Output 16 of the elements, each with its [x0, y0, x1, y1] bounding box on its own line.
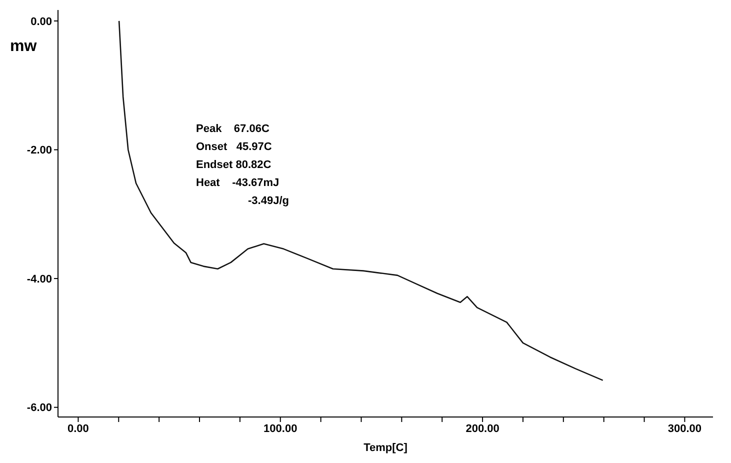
annotation: Endset 80.82C: [196, 158, 272, 173]
x-axis-title: Temp[C]: [364, 442, 408, 454]
x-tick-label: 200.00: [466, 422, 500, 435]
y-tick-label: -4.00: [26, 273, 52, 286]
y-tick-label: -6.00: [26, 402, 52, 414]
annotation: Onset 45.97C: [196, 140, 273, 155]
line-series: [118, 20, 604, 381]
y-tick-label: -2.00: [26, 144, 52, 157]
annotation: Heat -43.67mJ: [196, 176, 280, 191]
x-tick-label: 300.00: [668, 422, 702, 435]
annotation: Peak 67.06C: [196, 122, 270, 137]
y-axis-title: mw: [10, 38, 37, 56]
y-tick-label: 0.00: [30, 16, 52, 28]
x-tick-label: 0.00: [68, 422, 89, 435]
annotation: -3.49J/g: [247, 194, 289, 209]
x-tick-label: 100.00: [264, 422, 298, 435]
